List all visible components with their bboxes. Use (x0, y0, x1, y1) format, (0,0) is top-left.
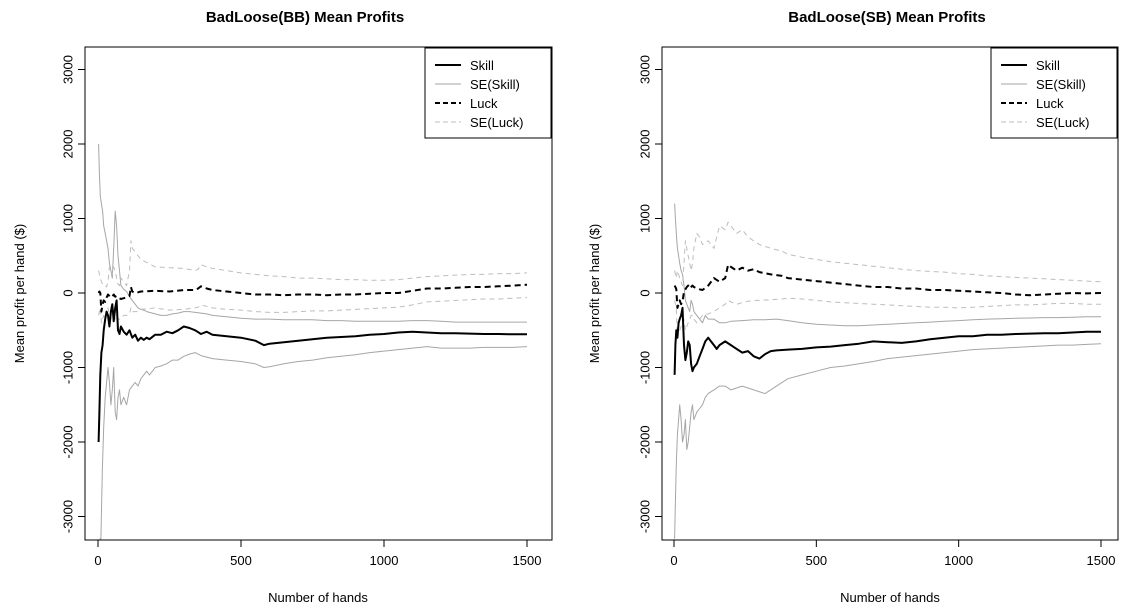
series-lines (673, 203, 1102, 539)
legend-label: SE(Skill) (470, 77, 520, 92)
y-tick-label: -3000 (60, 500, 75, 533)
series-line-luck (97, 283, 528, 313)
legend-label: SE(Luck) (470, 115, 523, 130)
legend-label: SE(Luck) (1036, 115, 1089, 130)
series-line-se-skill (674, 343, 1102, 539)
chart-title: BadLoose(SB) Mean Profits (788, 9, 986, 26)
y-tick-label: 1000 (60, 204, 75, 233)
legend-box (990, 47, 1118, 139)
x-tick-label: 1000 (944, 553, 973, 568)
x-tick-label: 500 (230, 553, 252, 568)
x-tick-label: 0 (94, 553, 101, 568)
y-tick-label: -3000 (637, 500, 652, 533)
y-tick-label: 0 (637, 289, 652, 296)
y-axis-label: Mean profit per hand ($) (587, 224, 602, 363)
chart-panel-bb: BadLoose(BB) Mean Profits Number of hand… (12, 9, 553, 605)
axis-ticks: 0 500 1000 1500 -3000 -2000 -1000 0 1000 2000 3000 (60, 55, 541, 568)
y-tick-label: 3000 (637, 55, 652, 84)
chart-panel-sb: BadLoose(SB) Mean Profits Number of hand… (587, 9, 1119, 605)
series-line-se-luck (674, 297, 1101, 339)
y-tick-label: 3000 (60, 55, 75, 84)
x-tick-label: 1500 (1087, 553, 1116, 568)
legend-label: Skill (1036, 58, 1060, 73)
legend-label: Skill (470, 58, 494, 73)
series-line-skill (673, 306, 1101, 375)
y-tick-label: 2000 (637, 130, 652, 159)
series-lines (97, 143, 528, 540)
x-tick-label: 1000 (370, 553, 399, 568)
x-axis-label: Number of hands (268, 590, 368, 605)
legend-label: Luck (1036, 96, 1064, 111)
y-axis-label: Mean profit per hand ($) (12, 224, 27, 363)
y-tick-label: -2000 (60, 425, 75, 458)
series-line-se-luck (98, 240, 528, 288)
series-line-skill (97, 299, 527, 443)
series-line-se-skill (674, 203, 1101, 327)
legend-label: Luck (470, 96, 498, 111)
chart-title: BadLoose(BB) Mean Profits (206, 9, 404, 26)
x-axis-label: Number of hands (840, 590, 940, 605)
y-tick-label: 2000 (60, 130, 75, 159)
series-line-se-luck (674, 221, 1102, 287)
series-line-luck (673, 263, 1102, 309)
y-tick-label: 1000 (637, 204, 652, 233)
legend: Skill SE(Skill) Luck SE(Luck) (990, 47, 1118, 139)
y-tick-label: -1000 (637, 351, 652, 384)
y-tick-label: 0 (60, 289, 75, 296)
y-tick-label: -2000 (637, 425, 652, 458)
x-tick-label: 1500 (513, 553, 542, 568)
legend: Skill SE(Skill) Luck SE(Luck) (424, 47, 552, 139)
series-line-se-skill (99, 346, 528, 540)
x-tick-label: 500 (805, 553, 827, 568)
series-line-se-luck (98, 297, 528, 324)
series-line-se-skill (98, 143, 527, 323)
x-tick-label: 0 (670, 553, 677, 568)
legend-label: SE(Skill) (1036, 77, 1086, 92)
y-tick-label: -1000 (60, 351, 75, 384)
legend-box (424, 47, 552, 139)
axis-ticks: 0 500 1000 1500 -3000 -2000 -1000 0 1000 2000 3000 (637, 55, 1115, 568)
